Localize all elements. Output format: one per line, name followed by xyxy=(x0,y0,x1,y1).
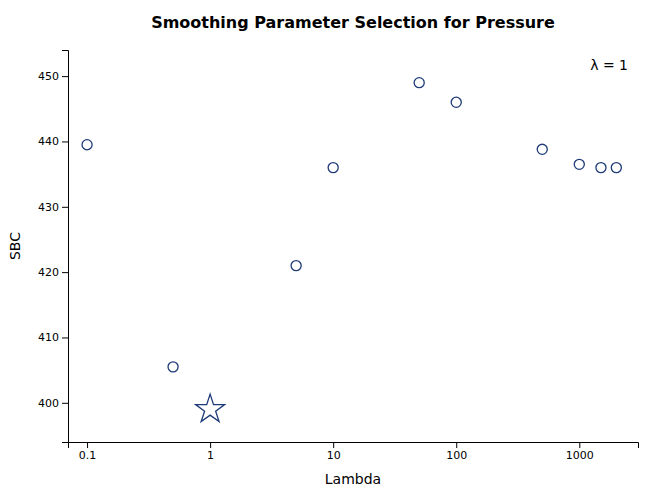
tick-mark xyxy=(62,337,68,338)
tick: 440 xyxy=(38,135,68,148)
tick: 410 xyxy=(38,331,68,344)
y-axis: 400 410 420 430 440 450 xyxy=(38,51,69,443)
tick: 400 xyxy=(38,397,68,410)
tick-label: 420 xyxy=(38,266,59,279)
tick-mark xyxy=(62,403,68,404)
series xyxy=(82,78,621,372)
tick-mark xyxy=(87,442,88,448)
axis-line xyxy=(69,443,639,449)
plot-area: 0.1 1 10 100 1000 400 410 420 430 440 450 λ = 1 xyxy=(38,51,639,462)
x-axis: 0.1 1 10 100 1000 xyxy=(69,442,639,462)
point xyxy=(82,140,92,150)
tick-mark xyxy=(62,76,68,77)
tick: 430 xyxy=(38,201,68,214)
tick-label: 430 xyxy=(38,201,59,214)
tick-label: 0.1 xyxy=(79,449,97,462)
tick-label: 1 xyxy=(207,449,214,462)
tick-label: 100 xyxy=(446,449,467,462)
points xyxy=(82,78,621,422)
point xyxy=(451,97,461,107)
tick-mark xyxy=(456,442,457,448)
y-axis-label: SBC xyxy=(7,232,23,260)
tick: 1 xyxy=(207,442,214,462)
tick-label: 1000 xyxy=(566,449,594,462)
point xyxy=(611,163,621,173)
star-point xyxy=(196,394,225,422)
annotation: λ = 1 xyxy=(590,57,628,73)
tick-label: 410 xyxy=(38,331,59,344)
tick: 450 xyxy=(38,70,68,83)
point xyxy=(291,261,301,271)
tick-label: 440 xyxy=(38,135,59,148)
point xyxy=(574,159,584,169)
tick-mark xyxy=(579,442,580,448)
tick: 0.1 xyxy=(79,442,97,462)
tick-mark xyxy=(210,442,211,448)
tick: 420 xyxy=(38,266,68,279)
tick-label: 450 xyxy=(38,70,59,83)
tick-label: 400 xyxy=(38,397,59,410)
point xyxy=(537,144,547,154)
tick: 100 xyxy=(446,442,467,462)
point xyxy=(596,163,606,173)
tick-label: 10 xyxy=(327,449,341,462)
point xyxy=(328,163,338,173)
tick-mark xyxy=(62,207,68,208)
tick: 1000 xyxy=(566,442,594,462)
x-axis-label: Lambda xyxy=(325,471,381,487)
tick-mark xyxy=(62,272,68,273)
tick-mark xyxy=(333,442,334,448)
tick-mark xyxy=(62,141,68,142)
tick: 10 xyxy=(327,442,341,462)
point xyxy=(414,78,424,88)
title: Smoothing Parameter Selection for Pressu… xyxy=(151,13,555,32)
point xyxy=(168,362,178,372)
axis-line xyxy=(62,51,69,443)
chart: 0.1 1 10 100 1000 400 410 420 430 440 450 λ = 1 Smoo… xyxy=(0,0,666,500)
series xyxy=(196,394,225,422)
